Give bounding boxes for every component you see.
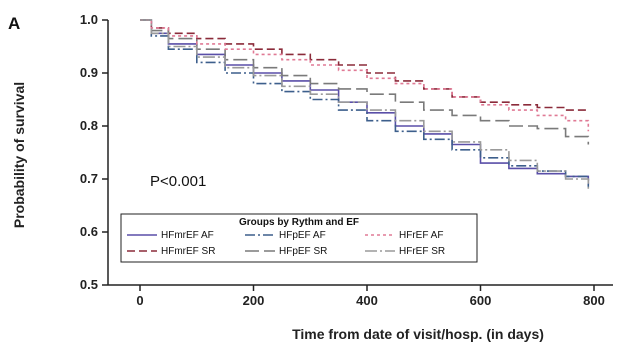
series-line-hfmref-sr — [140, 19, 589, 111]
p-value-annotation: P<0.001 — [150, 173, 206, 190]
legend-label-hfmref-af: HFmrEF AF — [161, 230, 214, 241]
x-tick-label: 600 — [470, 293, 492, 308]
y-tick-label: 0.9 — [80, 65, 98, 80]
x-axis-title: Time from date of visit/hosp. (in days) — [292, 326, 544, 342]
legend-label-hfpef-af: HFpEF AF — [279, 230, 326, 241]
y-tick-label: 0.6 — [80, 224, 98, 239]
x-tick-label: 200 — [243, 293, 265, 308]
series-lines — [140, 19, 590, 190]
legend-label-hfref-sr: HFrEF SR — [399, 246, 445, 257]
y-axis-title: Probability of survival — [11, 82, 27, 228]
x-tick-label: 400 — [356, 293, 378, 308]
legend-label-hfmref-sr: HFmrEF SR — [161, 246, 215, 257]
series-line-hfref-af — [140, 19, 590, 132]
series-line-hfref-sr — [140, 19, 590, 190]
y-tick-label: 0.8 — [80, 118, 98, 133]
x-tick-label: 0 — [136, 293, 143, 308]
legend-box — [120, 213, 478, 263]
x-axis: 0 200 400 600 800 — [136, 285, 605, 308]
panel-label: A — [8, 14, 20, 33]
x-tick-label: 800 — [583, 293, 605, 308]
legend-label-hfref-af: HFrEF AF — [399, 230, 443, 241]
legend-title: Groups by Rythm and EF — [239, 217, 359, 228]
y-tick-label: 0.5 — [80, 277, 98, 292]
y-tick-label: 1.0 — [80, 12, 98, 27]
legend-label-hfpef-sr: HFpEF SR — [279, 246, 327, 257]
legend: Groups by Rythm and EF HFmrEF AF HFmrEF S… — [120, 213, 478, 263]
series-line-hfpef-af — [140, 19, 590, 187]
series-line-hfpef-sr — [140, 19, 590, 145]
y-tick-label: 0.7 — [80, 171, 98, 186]
y-axis: 0.5 0.6 0.7 0.8 0.9 1.0 — [80, 12, 108, 292]
